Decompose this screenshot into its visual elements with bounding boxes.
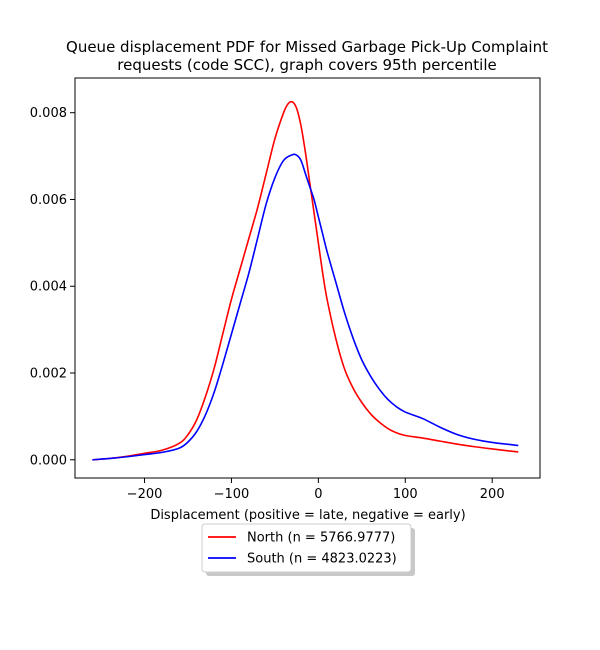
- chart-title-line-2: requests (code SCC), graph covers 95th p…: [117, 56, 496, 74]
- y-tick-label: 0.008: [30, 106, 67, 121]
- x-tick-label: 100: [393, 487, 418, 502]
- x-tick-label: −100: [214, 487, 250, 502]
- plot-frame: [74, 77, 541, 479]
- y-tick-label: 0.002: [30, 367, 67, 382]
- series-line-south: [92, 153, 519, 461]
- series-line-north: [92, 100, 519, 461]
- x-axis-label: Displacement (positive = late, negative …: [150, 508, 465, 523]
- x-tick-label: 0: [314, 487, 322, 502]
- x-ticks: −200 −100 0 100 200: [127, 478, 505, 502]
- y-ticks: 0.000 0.002 0.004 0.006 0.008: [30, 106, 75, 468]
- x-tick-label: 200: [480, 487, 505, 502]
- legend-entry-north: North (n = 5766.9777): [247, 531, 395, 546]
- series-group: [92, 100, 519, 461]
- chart-title-line-1: Queue displacement PDF for Missed Garbag…: [66, 38, 548, 56]
- legend: North (n = 5766.9777) South (n = 4823.02…: [201, 523, 415, 576]
- y-tick-label: 0.006: [30, 193, 67, 208]
- legend-frame: [201, 523, 412, 573]
- y-tick-label: 0.000: [30, 453, 67, 468]
- legend-entry-south: South (n = 4823.0223): [247, 552, 397, 567]
- y-tick-label: 0.004: [30, 280, 67, 295]
- plot-area: [74, 77, 541, 479]
- x-tick-label: −200: [127, 487, 163, 502]
